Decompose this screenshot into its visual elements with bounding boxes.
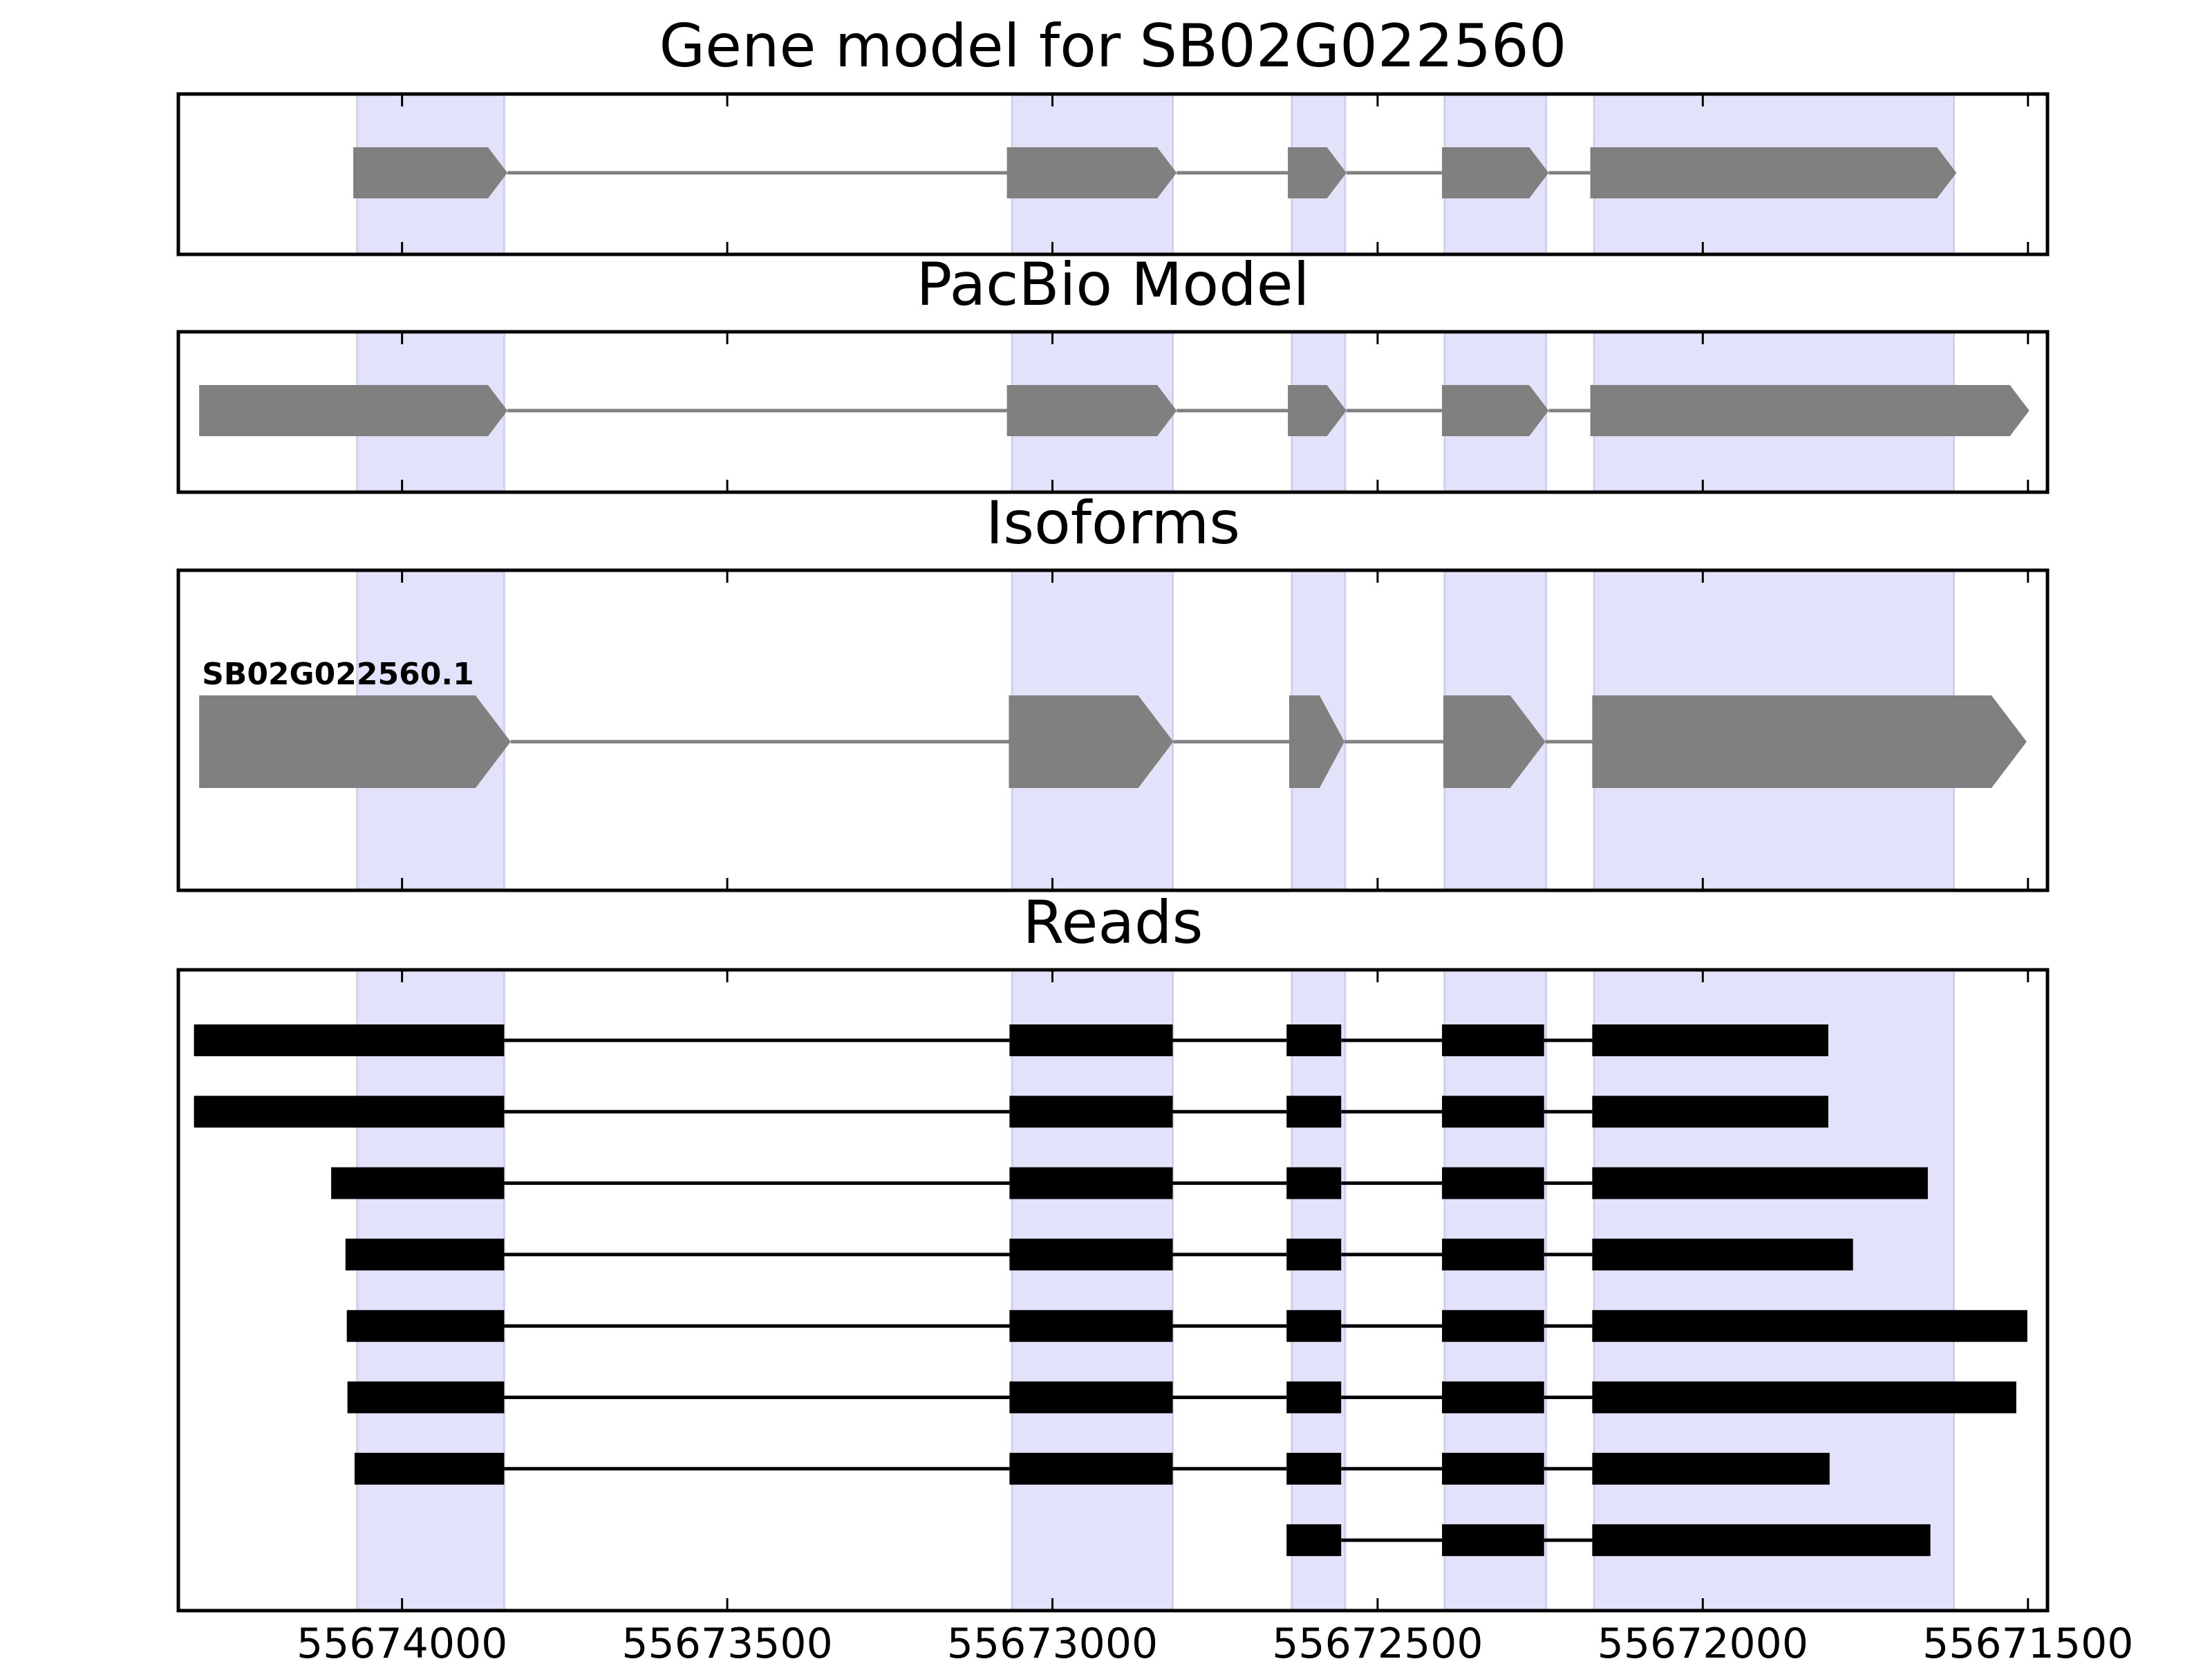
read-exon-block	[1592, 1167, 1928, 1199]
read-exon-block	[354, 1452, 505, 1485]
read-exon-block	[1009, 1024, 1173, 1056]
read-exon-block	[1286, 1238, 1342, 1271]
read-exon-block	[347, 1381, 505, 1414]
exon-highlight-band	[356, 968, 505, 1612]
gene-feature	[199, 385, 2030, 436]
read-exon-block	[1286, 1167, 1342, 1199]
read-exon-block	[1286, 1381, 1342, 1414]
read-exon-block	[1592, 1310, 2027, 1342]
read-exon-block	[1442, 1310, 1544, 1342]
read-exon-block	[1442, 1452, 1544, 1485]
read-exon-block	[331, 1167, 505, 1199]
exon-block	[353, 147, 508, 198]
panel-frame	[176, 92, 2050, 256]
read-track	[347, 1381, 2016, 1414]
read-exon-block	[1442, 1381, 1544, 1414]
read-exon-block	[1009, 1238, 1173, 1271]
gene-feature: SB02G022560.1	[199, 657, 2027, 788]
read-track	[194, 1024, 1828, 1056]
read-exon-block	[1592, 1238, 1853, 1271]
exon-block	[1590, 147, 1957, 198]
exon-highlight-band	[1291, 968, 1347, 1612]
x-tick-label: 55673000	[947, 1620, 1158, 1659]
x-tick-label: 55671500	[1922, 1620, 2133, 1659]
read-exon-block	[1286, 1096, 1342, 1128]
read-track	[1286, 1524, 1931, 1557]
exon-block	[1009, 695, 1174, 788]
read-exon-block	[345, 1238, 505, 1271]
panel-title: Gene model for SB02G022560	[659, 12, 1567, 81]
read-exon-block	[1009, 1381, 1173, 1414]
read-track	[345, 1238, 1853, 1271]
read-exon-block	[1592, 1381, 2016, 1414]
read-exon-block	[1442, 1524, 1544, 1557]
exon-block	[1288, 147, 1347, 198]
panel-frame	[176, 330, 2050, 494]
read-exon-block	[1592, 1452, 1830, 1485]
read-exon-block	[1592, 1024, 1828, 1056]
exon-highlight-band	[1011, 968, 1174, 1612]
read-exon-block	[1592, 1524, 1931, 1557]
read-exon-block	[1286, 1452, 1342, 1485]
read-exon-block	[1009, 1167, 1173, 1199]
exon-block	[1443, 695, 1546, 788]
read-exon-block	[1442, 1096, 1544, 1128]
read-exon-block	[1592, 1096, 1828, 1128]
exon-block	[1442, 147, 1549, 198]
exon-block	[1006, 147, 1177, 198]
read-exon-block	[194, 1096, 505, 1128]
x-tick-label: 55674000	[297, 1620, 507, 1659]
x-tick-label: 55672500	[1272, 1620, 1483, 1659]
read-track	[194, 1096, 1828, 1128]
read-exon-block	[1286, 1024, 1342, 1056]
read-track	[331, 1167, 1928, 1199]
read-exon-block	[1442, 1167, 1544, 1199]
panel-0: Gene model for SB02G022560	[176, 12, 2050, 256]
panel-frame	[176, 968, 2050, 1613]
x-tick-label: 55672000	[1597, 1620, 1808, 1659]
exon-block	[1288, 385, 1347, 436]
read-exon-block	[1286, 1310, 1342, 1342]
isoform-label: SB02G022560.1	[202, 657, 474, 692]
panel-frame	[176, 568, 2050, 892]
read-track	[354, 1452, 1830, 1485]
panel-title: Reads	[1023, 888, 1203, 957]
exon-block	[1592, 695, 2027, 788]
panel-1: PacBio Model	[176, 250, 2050, 494]
exon-block	[1288, 695, 1344, 788]
read-exon-block	[1442, 1024, 1544, 1056]
gene-feature	[353, 147, 1957, 198]
exon-highlight-band	[1593, 968, 1956, 1612]
panel-2: Isoforms SB02G022560.1	[176, 489, 2050, 892]
read-exon-block	[1009, 1310, 1173, 1342]
panel-3: Reads	[176, 888, 2050, 1613]
x-tick-label: 55673500	[621, 1620, 832, 1659]
read-exon-block	[346, 1310, 505, 1342]
exon-block	[199, 695, 511, 788]
exon-highlight-band	[1443, 968, 1548, 1612]
read-exon-block	[1009, 1096, 1173, 1128]
read-exon-block	[1286, 1524, 1342, 1557]
exon-block	[199, 385, 508, 436]
read-exon-block	[1009, 1452, 1173, 1485]
exon-block	[1590, 385, 2030, 436]
read-exon-block	[1442, 1238, 1544, 1271]
read-exon-block	[194, 1024, 505, 1056]
exon-block	[1006, 385, 1177, 436]
panel-title: PacBio Model	[916, 250, 1309, 319]
exon-block	[1442, 385, 1549, 436]
read-track	[346, 1310, 2027, 1342]
panel-title: Isoforms	[986, 489, 1240, 558]
